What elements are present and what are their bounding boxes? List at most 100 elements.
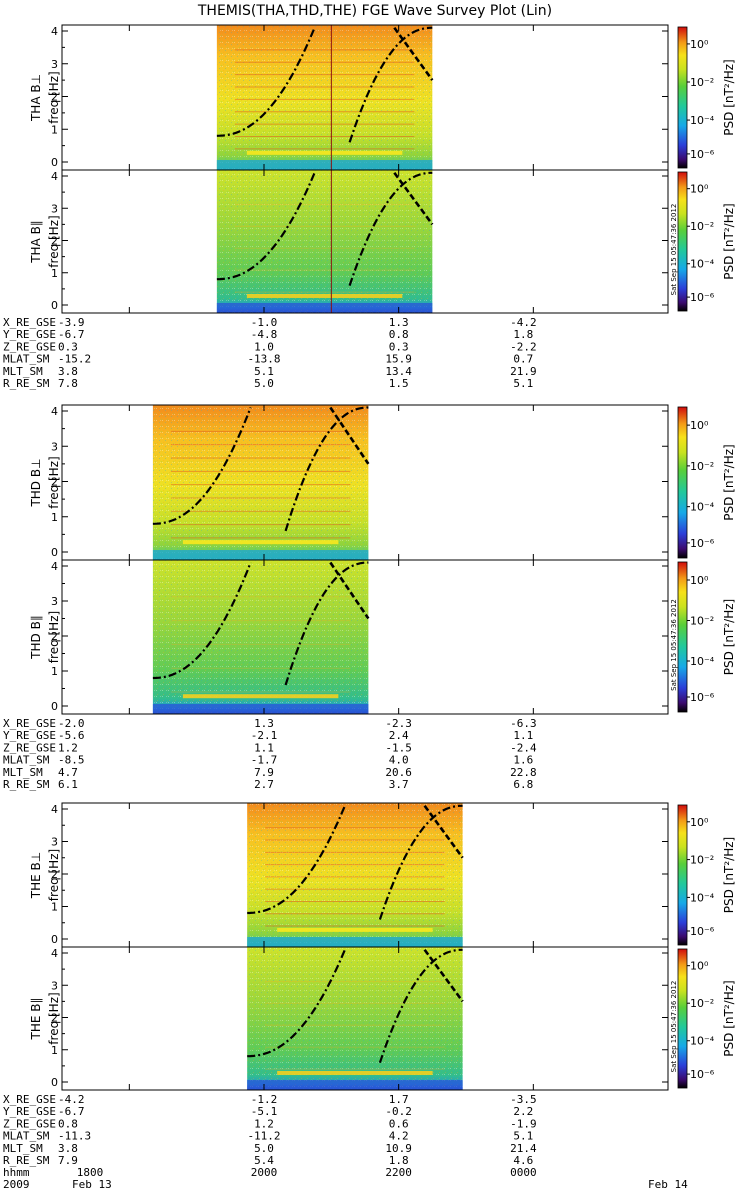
panel-unit-label: freq [Hz] — [47, 611, 61, 663]
ephemeris-row-label: Y_RE_GSE — [3, 328, 56, 341]
low-frequency-band — [182, 540, 339, 545]
ephemeris-row-label: R_RE_SM — [3, 377, 50, 390]
ephemeris-row-label: MLT_SM — [3, 1142, 43, 1155]
panel-unit-label: freq [Hz] — [47, 849, 61, 901]
noise-floor-band — [152, 550, 369, 560]
colorbar-label: PSD [nT²/Hz] — [722, 59, 736, 135]
spectrogram-panel: 0 1 2 3 4 THE B∥ freq [Hz] 10⁰ 10⁻² 10⁻⁴ 10⁻⁶ PSD [… — [29, 946, 736, 1091]
y-tick-label: 4 — [51, 25, 58, 38]
ephemeris-value: 1.7 — [389, 1093, 409, 1106]
ephemeris-value: -15.2 — [58, 353, 91, 366]
ephemeris-value: -1.0 — [251, 316, 278, 329]
ephemeris-value: -0.2 — [385, 1105, 412, 1118]
ephemeris-value: 1.5 — [389, 377, 409, 390]
ephemeris-value: 0.6 — [389, 1117, 409, 1130]
y-tick-label: 3 — [51, 595, 58, 608]
colorbar-tick-label: 10⁻² — [690, 220, 714, 233]
noise-floor-band — [216, 160, 433, 170]
year-label: 2009 — [3, 1178, 30, 1191]
gyrofrequency-curve-left — [152, 407, 252, 525]
ephemeris-value: 2.2 — [513, 1105, 533, 1118]
noise-floor-band — [247, 937, 463, 947]
y-tick-label: 3 — [51, 202, 58, 215]
ephemeris-value: -6.7 — [58, 1105, 85, 1118]
spectrogram-texture — [216, 170, 433, 313]
ephemeris-value: -3.5 — [510, 1093, 537, 1106]
ephemeris-value: -2.0 — [58, 717, 85, 730]
y-tick-label: 4 — [51, 560, 58, 573]
gyrofrequency-curve-left — [216, 172, 316, 281]
ephemeris-value: 21.9 — [510, 365, 537, 378]
ephemeris-row-label: Z_RE_GSE — [3, 741, 56, 754]
colorbar-tick-label: 10⁰ — [690, 38, 709, 51]
ephemeris-value: 2.4 — [389, 729, 409, 742]
ephemeris-value: 4.0 — [389, 754, 409, 767]
ephemeris-value: -1.2 — [251, 1093, 278, 1106]
colorbar-tick-label: 10⁻⁴ — [690, 891, 715, 904]
ephemeris-value: 22.8 — [510, 766, 537, 779]
end-date-label: Feb 14 — [648, 1178, 688, 1191]
ephemeris-row-label: MLAT_SM — [3, 1130, 50, 1143]
timestamp-label: Sat Sep 15 05:47:36 2012 — [670, 599, 678, 691]
ephemeris-value: 2.7 — [254, 778, 274, 791]
panel-unit-label: freq [Hz] — [47, 71, 61, 123]
y-tick-label: 1 — [51, 267, 58, 280]
ephemeris-value: -2.3 — [385, 717, 412, 730]
low-frequency-band — [246, 150, 403, 155]
y-tick-label: 0 — [51, 299, 58, 312]
gyrofrequency-curve-right — [378, 804, 463, 920]
ephemeris-row-label: MLT_SM — [3, 365, 43, 378]
y-tick-label: 4 — [51, 803, 58, 816]
harmonic-curve — [393, 26, 434, 81]
low-frequency-band — [277, 1070, 433, 1075]
panel-ylabel: THE B∥ — [29, 998, 43, 1041]
time-tick-label: 2000 — [251, 1166, 278, 1179]
colorbar-tick-label: 10⁰ — [690, 183, 709, 196]
colorbar-tick-label: 10⁻⁶ — [690, 148, 715, 161]
colorbar — [677, 171, 688, 312]
timestamp-label: Sat Sep 15 05:47:36 2012 — [670, 204, 678, 296]
y-tick-label: 0 — [51, 933, 58, 946]
colorbar-tick-label: 10⁻⁴ — [690, 114, 715, 127]
colorbar-tick-label: 10⁻² — [690, 854, 714, 867]
ephemeris-row-label: Z_RE_GSE — [3, 1117, 56, 1130]
panel-unit-label: freq [Hz] — [47, 456, 61, 508]
ephemeris-value: 5.1 — [254, 365, 274, 378]
colorbar — [677, 948, 688, 1089]
colorbar-label: PSD [nT²/Hz] — [722, 599, 736, 675]
ephemeris-table: X_RE_GSE -2.0 1.3 -2.3 -6.3 Y_RE_GSE -5.6 -2.1 2… — [3, 717, 537, 791]
harmonic-curve — [423, 804, 464, 859]
timestamp-label: Sat Sep 15 05:47:36 2012 — [670, 981, 678, 1073]
ephemeris-value: 5.1 — [513, 1130, 533, 1143]
ephemeris-value: 4.2 — [389, 1130, 409, 1143]
ephemeris-value: 20.6 — [385, 766, 412, 779]
colorbar-label: PSD [nT²/Hz] — [722, 203, 736, 279]
panel-ylabel: THA B⊥ — [29, 74, 43, 122]
ephemeris-row-label: MLAT_SM — [3, 353, 50, 366]
ephemeris-value: 0.8 — [389, 328, 409, 341]
time-tick-label: 1800 — [77, 1166, 104, 1179]
ephemeris-value: 5.1 — [513, 377, 533, 390]
ephemeris-value: 0.3 — [58, 340, 78, 353]
time-axis-row-label: hhmm — [3, 1166, 30, 1179]
ephemeris-value: -5.1 — [251, 1105, 278, 1118]
ephemeris-value: 21.4 — [510, 1142, 537, 1155]
y-tick-label: 0 — [51, 1076, 58, 1089]
time-tick-label: 0000 — [510, 1166, 537, 1179]
y-tick-label: 4 — [51, 947, 58, 960]
ephemeris-value: 1.1 — [254, 741, 274, 754]
ephemeris-value: -5.6 — [58, 729, 85, 742]
ephemeris-value: 7.9 — [254, 766, 274, 779]
colorbar-tick-label: 10⁻² — [690, 997, 714, 1010]
ephemeris-value: 1.8 — [513, 328, 533, 341]
y-tick-label: 3 — [51, 440, 58, 453]
ephemeris-row-label: MLT_SM — [3, 766, 43, 779]
ephemeris-value: 5.0 — [254, 377, 274, 390]
ephemeris-value: 1.2 — [254, 1117, 274, 1130]
ephemeris-value: -11.2 — [247, 1130, 280, 1143]
y-tick-label: 1 — [51, 511, 58, 524]
ephemeris-row-label: R_RE_SM — [3, 1154, 50, 1167]
colorbar-label: PSD [nT²/Hz] — [722, 837, 736, 913]
ephemeris-value: -3.9 — [58, 316, 85, 329]
spectrogram-panel: 0 1 2 3 4 THA B∥ freq [Hz] 10⁰ 10⁻² 10⁻⁴ 10⁻⁶ PSD [… — [29, 169, 736, 314]
